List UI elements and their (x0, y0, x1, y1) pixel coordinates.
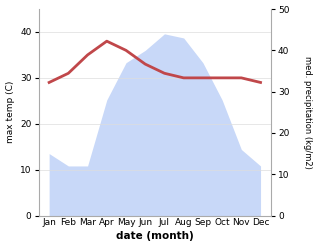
Y-axis label: med. precipitation (kg/m2): med. precipitation (kg/m2) (303, 56, 313, 169)
X-axis label: date (month): date (month) (116, 231, 194, 242)
Y-axis label: max temp (C): max temp (C) (5, 81, 15, 144)
